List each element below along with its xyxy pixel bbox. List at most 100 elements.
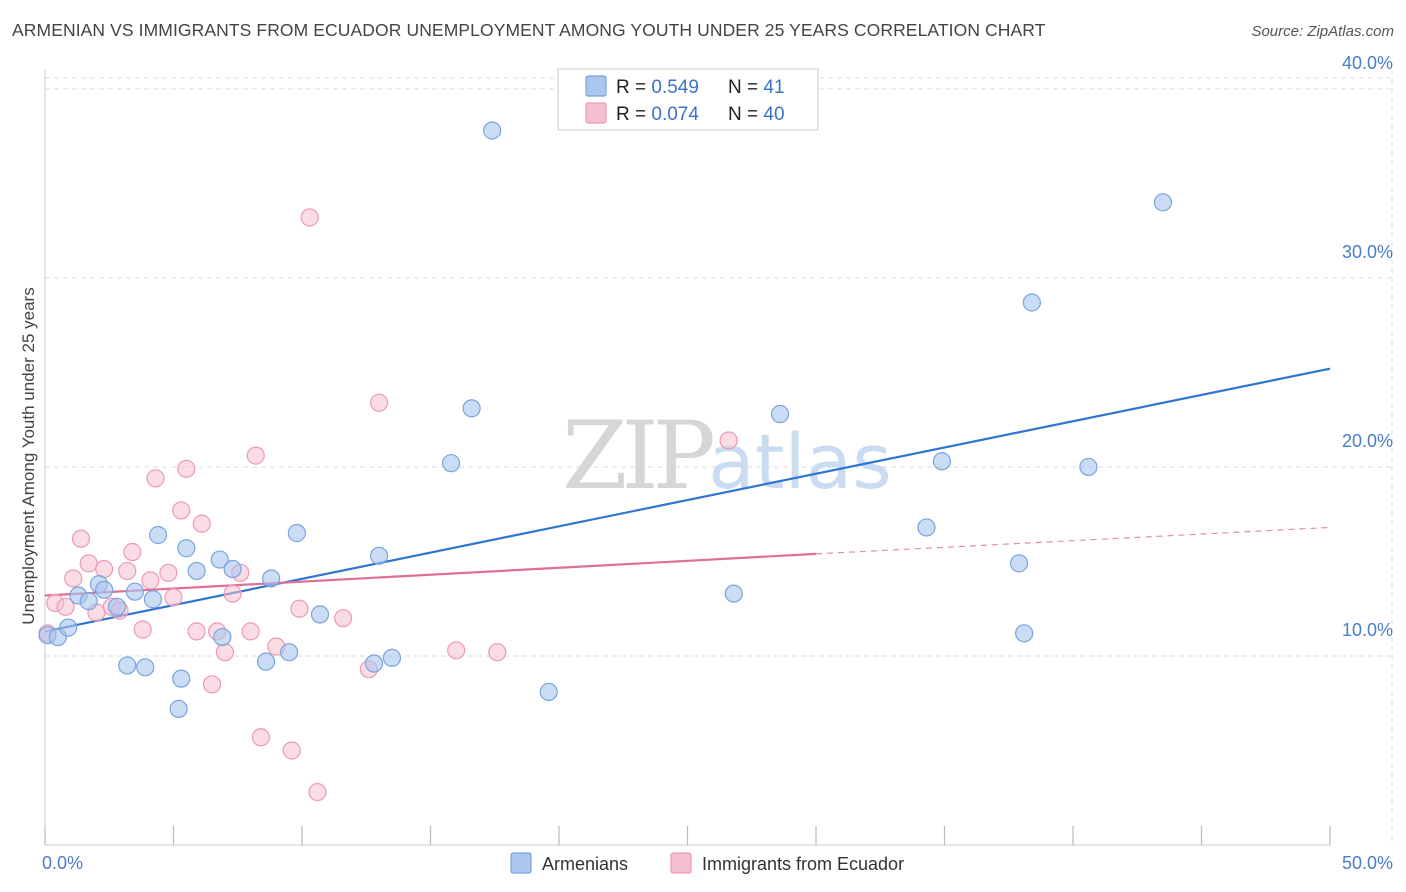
- chart-source: Source: ZipAtlas.com: [1251, 23, 1394, 40]
- data-point-armenians: [169, 699, 188, 719]
- data-point-armenians: [136, 658, 155, 677]
- legend-n-label: N =: [728, 77, 763, 98]
- data-point-ecuador: [64, 569, 83, 588]
- data-point-armenians: [59, 618, 78, 637]
- data-point-armenians: [1022, 293, 1041, 312]
- data-point-ecuador: [488, 643, 507, 662]
- data-point-armenians: [118, 656, 137, 675]
- data-point-ecuador: [79, 554, 98, 573]
- bottom-legend-label-ecuador: Immigrants from Ecuador: [702, 854, 904, 874]
- data-point-armenians: [177, 539, 196, 558]
- legend-r-value-ecuador: 0.074: [651, 104, 699, 125]
- data-point-ecuador: [159, 563, 178, 582]
- bottom-legend-swatch-ecuador: [670, 852, 692, 874]
- legend-row-ecuador: R = 0.074 N = 40: [585, 102, 785, 125]
- data-point-ecuador: [141, 571, 160, 590]
- data-point-ecuador: [177, 459, 196, 478]
- x-tick-label: 0.0%: [42, 853, 83, 873]
- data-point-armenians: [539, 682, 558, 701]
- data-point-ecuador: [308, 782, 327, 802]
- data-point-armenians: [917, 518, 936, 537]
- y-tick-label: 30.0%: [1342, 242, 1393, 262]
- data-point-ecuador: [187, 622, 206, 641]
- data-point-ecuador: [146, 469, 165, 488]
- data-point-ecuador: [447, 641, 466, 660]
- data-point-ecuador: [164, 588, 183, 607]
- legend-r-label: R =: [616, 104, 651, 125]
- legend-n-value-armenians: 41: [763, 77, 784, 98]
- legend: R = 0.549 N = 41 R = 0.074 N = 40: [557, 68, 819, 131]
- data-point-ecuador: [223, 584, 242, 603]
- watermark-atlas: atlas: [708, 417, 892, 506]
- watermark: ZIP atlas: [562, 402, 892, 511]
- data-point-armenians: [79, 592, 98, 611]
- data-point-armenians: [724, 584, 743, 603]
- data-point-armenians: [932, 452, 952, 471]
- data-point-ecuador: [172, 501, 191, 520]
- data-point-armenians: [172, 669, 191, 688]
- data-point-armenians: [223, 559, 242, 579]
- data-point-armenians: [187, 561, 206, 581]
- tick-labels: 10.0% 20.0% 30.0% 40.0% 0.0% 50.0%: [42, 53, 1393, 873]
- data-point-ecuador: [334, 609, 353, 628]
- y-axis-title: Unemployment Among Youth under 25 years: [19, 287, 38, 624]
- data-point-armenians: [370, 546, 389, 565]
- data-point-ecuador: [123, 542, 142, 562]
- data-point-ecuador: [290, 599, 309, 618]
- data-point-armenians: [382, 648, 402, 667]
- data-point-ecuador: [246, 446, 265, 465]
- bottom-legend-label-armenians: Armenians: [542, 854, 628, 874]
- y-tick-label: 20.0%: [1342, 431, 1393, 451]
- data-point-armenians: [1153, 193, 1173, 212]
- data-point-armenians: [262, 569, 281, 588]
- data-point-armenians: [143, 590, 163, 609]
- data-point-armenians: [210, 550, 229, 569]
- data-point-ecuador: [719, 431, 738, 450]
- data-point-ecuador: [370, 393, 389, 412]
- trend-line-ecuador-extension: [815, 526, 1331, 555]
- data-point-armenians: [287, 524, 306, 543]
- data-point-armenians: [441, 454, 461, 473]
- data-point-ecuador: [56, 597, 75, 616]
- data-point-ecuador: [282, 741, 301, 760]
- svg-text:R = 0.549: R = 0.549: [616, 77, 699, 98]
- data-point-ecuador: [118, 561, 137, 581]
- svg-text:N = 40: N = 40: [728, 104, 785, 125]
- data-point-armenians: [107, 597, 127, 616]
- data-point-armenians: [148, 525, 168, 545]
- bottom-legend-swatch-armenians: [510, 852, 532, 874]
- legend-r-value-armenians: 0.549: [651, 77, 699, 98]
- y-tick-label: 10.0%: [1342, 620, 1393, 640]
- data-point-ecuador: [241, 622, 260, 641]
- data-point-armenians: [770, 404, 790, 424]
- trend-line-armenians: [44, 367, 1331, 633]
- data-point-armenians: [364, 654, 384, 673]
- data-point-ecuador: [71, 529, 91, 548]
- svg-text:N = 41: N = 41: [728, 77, 785, 98]
- data-point-armenians: [280, 643, 299, 662]
- data-point-ecuador: [133, 620, 152, 639]
- data-point-armenians: [1009, 554, 1029, 573]
- legend-n-label: N =: [728, 104, 763, 125]
- data-point-armenians: [256, 652, 276, 671]
- chart-title: ARMENIAN VS IMMIGRANTS FROM ECUADOR UNEM…: [12, 20, 1046, 40]
- data-point-armenians: [462, 399, 481, 418]
- data-point-ecuador: [202, 675, 222, 694]
- data-point-ecuador: [192, 514, 211, 533]
- axes: [44, 70, 1331, 846]
- legend-swatch-ecuador: [585, 102, 607, 124]
- legend-swatch-armenians: [585, 75, 607, 97]
- data-point-armenians: [1079, 457, 1098, 477]
- svg-text:R = 0.074: R = 0.074: [616, 104, 699, 125]
- data-point-armenians: [213, 627, 232, 647]
- bottom-legend: Armenians Immigrants from Ecuador: [510, 852, 904, 874]
- data-point-ecuador: [95, 559, 114, 579]
- watermark-zip: ZIP: [562, 402, 712, 511]
- x-tick-label: 50.0%: [1342, 853, 1393, 873]
- data-point-armenians: [310, 605, 330, 624]
- data-point-armenians: [95, 580, 114, 599]
- legend-n-value-ecuador: 40: [763, 104, 784, 125]
- y-tick-label: 40.0%: [1342, 53, 1393, 73]
- data-point-ecuador: [215, 643, 234, 662]
